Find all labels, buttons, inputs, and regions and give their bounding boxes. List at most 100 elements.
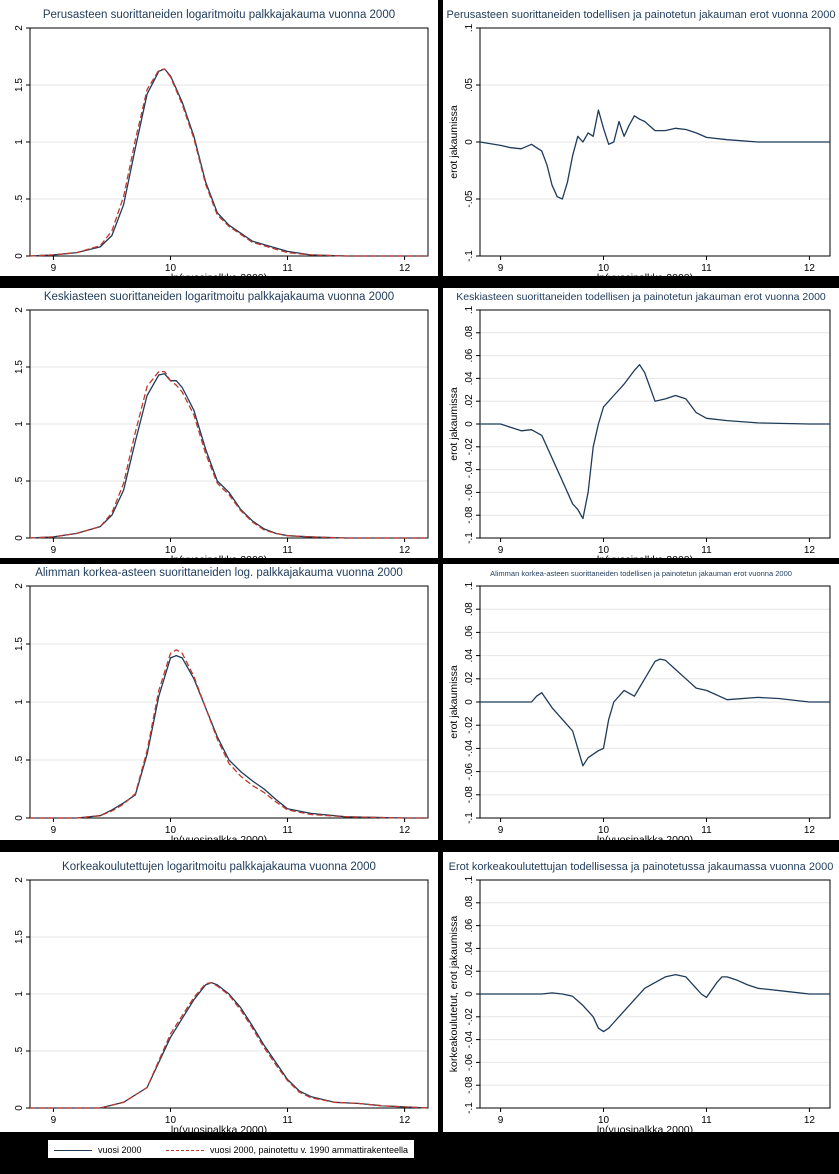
series-line-actual xyxy=(479,109,830,200)
y-tick-label: -.04 xyxy=(464,1031,475,1049)
y-tick-label: 0 xyxy=(14,253,25,259)
y-tick-label: -.04 xyxy=(464,739,475,757)
legend-label-solid: vuosi 2000 xyxy=(98,1145,142,1155)
y-tick-label: 0 xyxy=(14,815,25,821)
x-tick-label: 10 xyxy=(165,1115,177,1126)
x-tick-label: 9 xyxy=(498,1115,504,1126)
y-tick-label: 0 xyxy=(14,535,25,541)
legend-item-dashed: vuosi 2000, painotettu v. 1990 ammattira… xyxy=(166,1144,408,1156)
legend-solid-line-swatch xyxy=(54,1149,92,1151)
y-axis-label: erot jakaumissa xyxy=(448,105,460,179)
chart-panel-5: Alimman korkea-asteen suorittaneiden log… xyxy=(0,564,438,840)
chart-higher-education-difference: Erot korkeakoulutettujan todellisessa ja… xyxy=(448,861,834,1132)
y-tick-label: -.1 xyxy=(464,250,475,262)
y-tick-label: .08 xyxy=(464,325,475,339)
y-tick-label: 1.5 xyxy=(14,637,25,651)
y-tick-label: -.1 xyxy=(464,812,475,824)
y-tick-label: .08 xyxy=(464,895,475,909)
x-tick-label: 11 xyxy=(701,1115,712,1126)
y-tick-label: 1.5 xyxy=(14,930,25,944)
x-tick-label: 10 xyxy=(165,825,177,836)
y-tick-label: -.02 xyxy=(464,1008,475,1026)
chart-title: Keskiasteen suorittaneiden logaritmoitu … xyxy=(44,291,394,303)
x-tick-label: 11 xyxy=(282,545,293,556)
x-tick-label: 10 xyxy=(598,263,610,274)
chart-legend: vuosi 2000 vuosi 2000, painotettu v. 199… xyxy=(47,1139,415,1159)
x-tick-label: 10 xyxy=(598,1115,610,1126)
chart-basic-education-distribution: Perusasteen suorittaneiden logaritmoitu … xyxy=(14,9,429,276)
legend-item-solid: vuosi 2000 xyxy=(54,1144,142,1156)
x-axis-label: ln(vuosipalkka 2000) xyxy=(597,834,693,840)
series-line-actual xyxy=(480,364,830,520)
y-tick-label: 1.5 xyxy=(14,360,25,374)
y-tick-label: -.08 xyxy=(464,506,475,524)
series-line-actual xyxy=(480,973,830,1033)
chart-panel-8: Erot korkeakoulutettujan todellisessa ja… xyxy=(443,852,839,1132)
chart-panel-7: Korkeakoulutettujen logaritmoitu palkkaj… xyxy=(0,852,438,1132)
y-tick-label: -.08 xyxy=(464,786,475,804)
x-tick-label: 12 xyxy=(399,545,411,556)
y-tick-label: 0 xyxy=(464,991,475,997)
chart-title: Alimman korkea-asteen suorittaneiden log… xyxy=(35,567,403,579)
chart-panel-6: Alimman korkea-asteen suorittaneiden tod… xyxy=(443,564,839,840)
y-tick-label: -.04 xyxy=(464,461,475,479)
chart-title: Erot korkeakoulutettujan todellisessa ja… xyxy=(449,861,834,873)
x-tick-label: 11 xyxy=(701,825,712,836)
x-tick-label: 9 xyxy=(498,825,504,836)
x-tick-label: 11 xyxy=(282,825,293,836)
y-tick-label: .05 xyxy=(464,78,475,92)
y-tick-label: 1 xyxy=(14,139,25,145)
y-axis-label: korkeakoulutetut, erot jakaumissa xyxy=(448,916,460,1073)
x-tick-label: 12 xyxy=(399,263,411,274)
y-axis-label: erot jakaumissa xyxy=(448,665,460,739)
y-tick-label: .02 xyxy=(464,394,475,408)
y-tick-label: .1 xyxy=(464,305,475,314)
x-axis-label: ln(vuosipalkka 2000) xyxy=(171,554,267,558)
y-tick-label: .06 xyxy=(464,348,475,362)
x-axis-label: ln(vuosipalkka 2000) xyxy=(171,1124,267,1132)
y-tick-label: .06 xyxy=(464,625,475,639)
y-tick-label: .5 xyxy=(14,194,25,203)
y-tick-label: -.05 xyxy=(464,190,475,208)
x-tick-label: 9 xyxy=(51,545,57,556)
y-tick-label: 2 xyxy=(14,877,25,883)
chart-lowest-tertiary-distribution: Alimman korkea-asteen suorittaneiden log… xyxy=(14,567,429,840)
y-tick-label: -.02 xyxy=(464,438,475,456)
chart-title: Alimman korkea-asteen suorittaneiden tod… xyxy=(490,569,792,578)
x-tick-label: 9 xyxy=(51,263,57,274)
chart-title: Keskiasteen suorittaneiden todellisen ja… xyxy=(456,291,826,303)
x-tick-label: 12 xyxy=(804,545,816,556)
series-line-actual xyxy=(30,981,429,1109)
chart-basic-education-difference: Perusasteen suorittaneiden todellisen ja… xyxy=(447,9,836,276)
y-tick-label: -.06 xyxy=(464,483,475,501)
y-tick-label: .04 xyxy=(464,648,475,662)
y-tick-label: 1 xyxy=(14,421,25,427)
y-tick-label: .5 xyxy=(14,755,25,764)
y-tick-label: .04 xyxy=(464,371,475,385)
legend-dashed-line-swatch xyxy=(166,1149,204,1151)
y-tick-label: .06 xyxy=(464,918,475,932)
chart-secondary-education-difference: Keskiasteen suorittaneiden todellisen ja… xyxy=(448,291,831,558)
x-tick-label: 12 xyxy=(804,263,816,274)
y-axis-label: erot jakaumissa xyxy=(448,387,460,461)
y-tick-label: -.08 xyxy=(464,1076,475,1094)
y-tick-label: 0 xyxy=(14,1105,25,1111)
x-tick-label: 10 xyxy=(598,545,610,556)
x-axis-label: ln(vuosipalkka 2000) xyxy=(171,272,267,276)
y-tick-label: .02 xyxy=(464,964,475,978)
x-tick-label: 11 xyxy=(282,263,293,274)
y-tick-label: -.1 xyxy=(464,1102,475,1114)
y-tick-label: -.02 xyxy=(464,716,475,734)
y-tick-label: 0 xyxy=(464,139,475,145)
y-tick-label: 1 xyxy=(14,991,25,997)
chart-title: Perusasteen suorittaneiden logaritmoitu … xyxy=(43,9,395,21)
x-axis-label: ln(vuosipalkka 2000) xyxy=(597,554,693,558)
x-tick-label: 10 xyxy=(165,545,177,556)
chart-secondary-education-distribution: Keskiasteen suorittaneiden logaritmoitu … xyxy=(14,291,429,558)
y-tick-label: .02 xyxy=(464,671,475,685)
legend-label-dashed: vuosi 2000, painotettu v. 1990 ammattira… xyxy=(210,1145,408,1155)
y-tick-label: 1.5 xyxy=(14,78,25,92)
x-tick-label: 12 xyxy=(804,1115,816,1126)
y-tick-label: .5 xyxy=(14,1046,25,1055)
series-line-weighted xyxy=(30,981,429,1109)
